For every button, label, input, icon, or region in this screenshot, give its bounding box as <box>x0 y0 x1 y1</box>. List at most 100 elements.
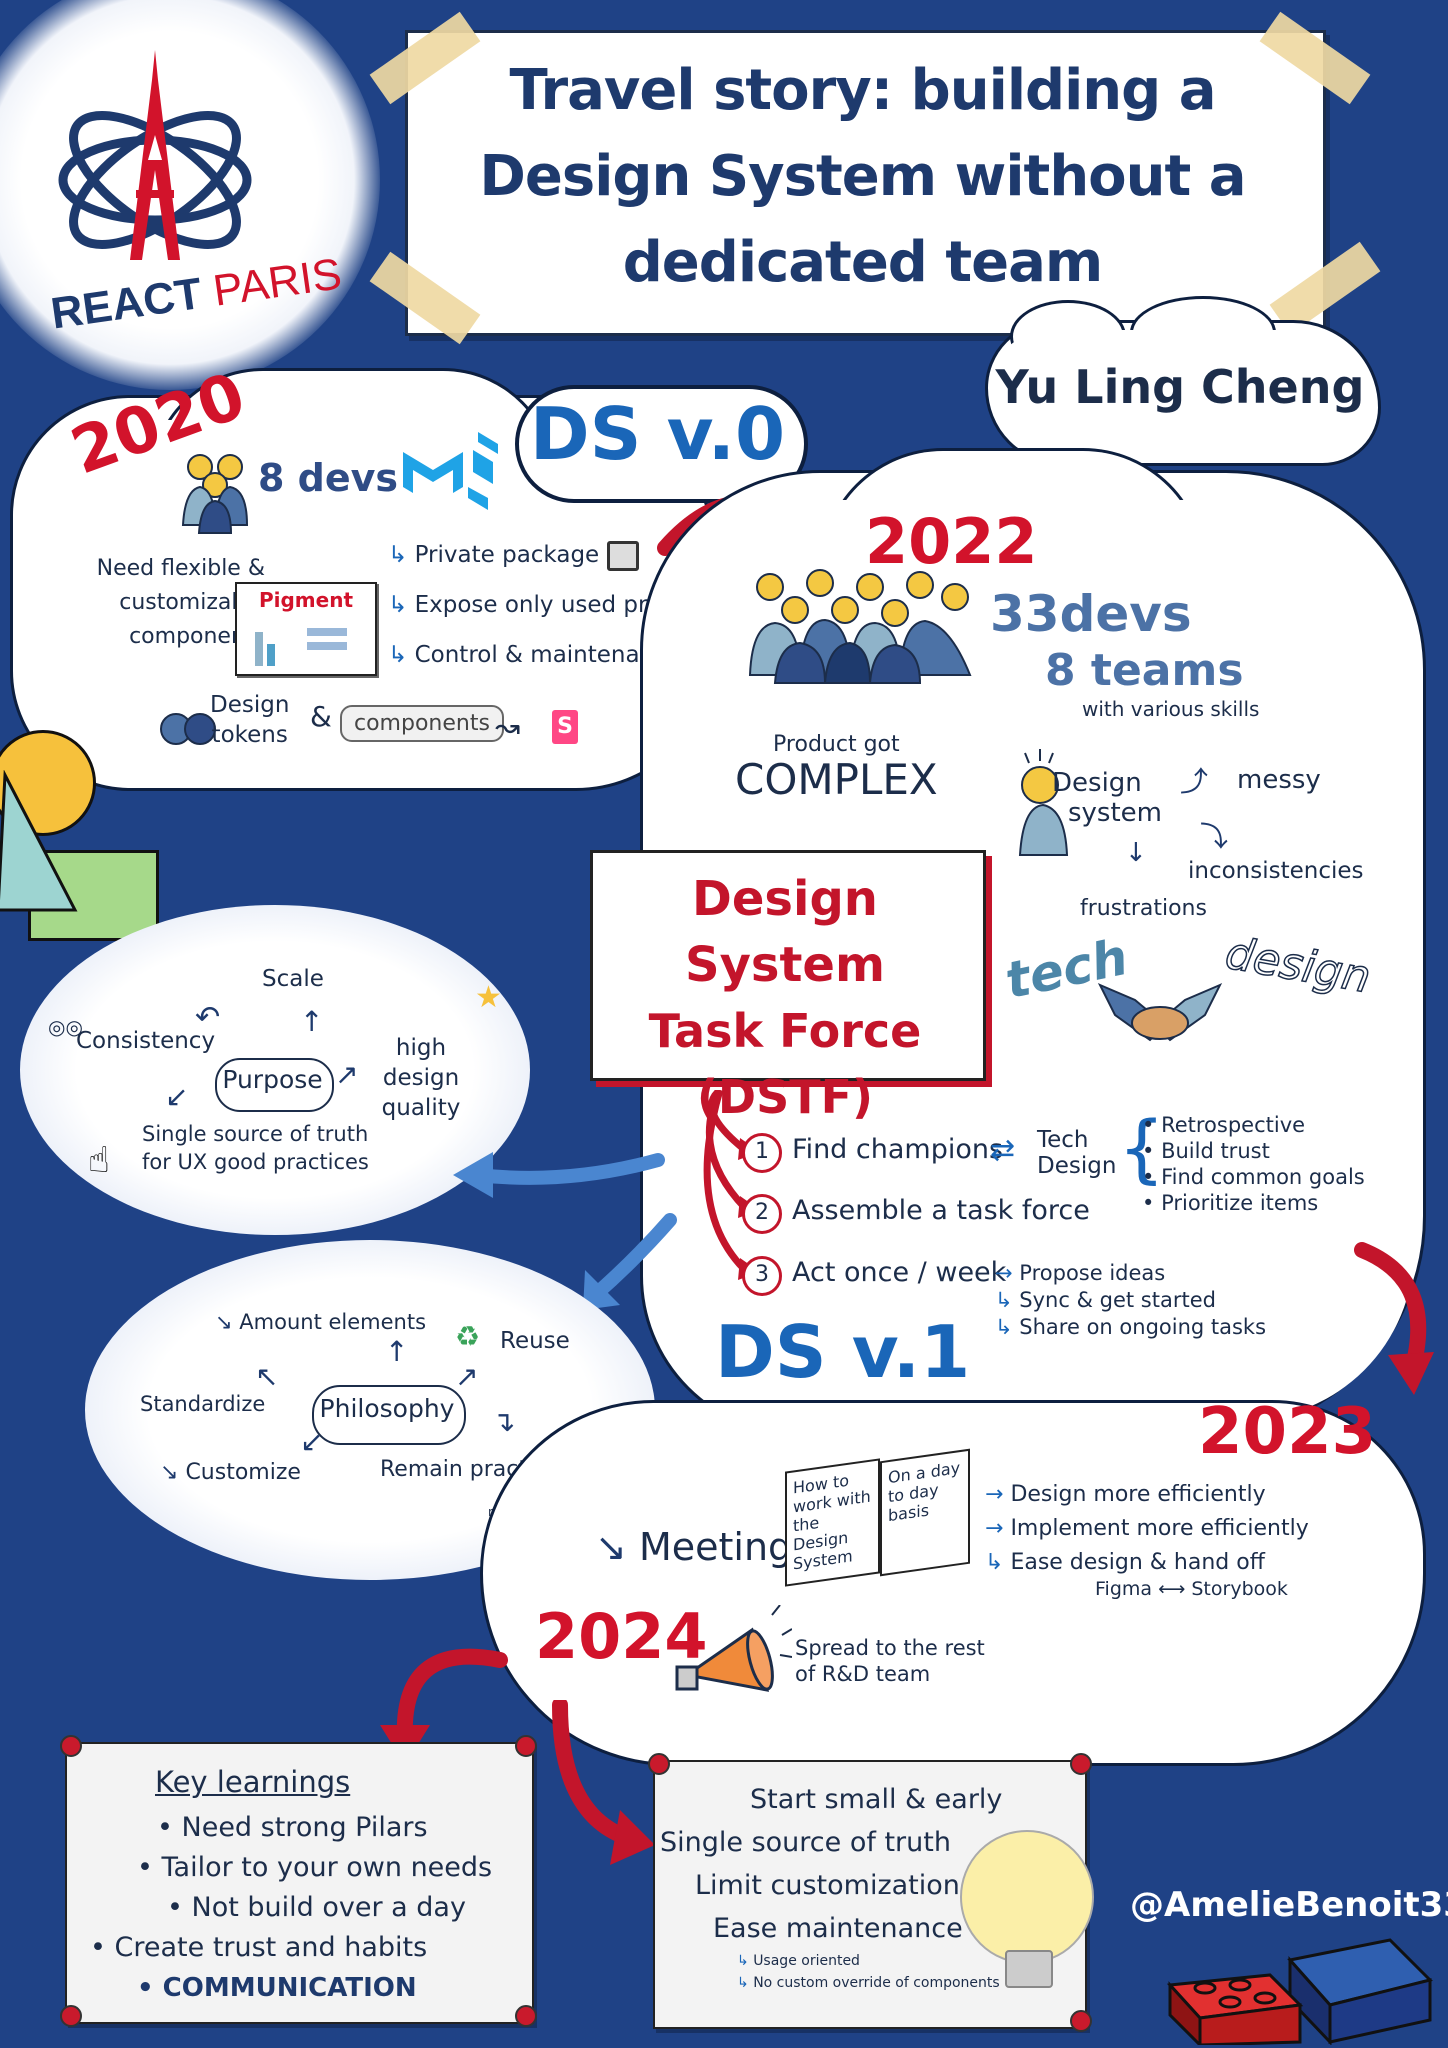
title-card <box>405 30 1326 336</box>
bullet-text: Design more efficiently <box>1010 1482 1266 1507</box>
step-label: Find champions <box>792 1134 1004 1165</box>
arrow-frustrations-icon: ↓ <box>1125 838 1147 868</box>
bullet-control: ↳ Control & maintenance <box>388 642 681 668</box>
recycle-icon: ♻ <box>455 1320 481 1353</box>
standardize-label: Standardize <box>140 1392 266 1416</box>
bullet-text: Share on ongoing tasks <box>1019 1315 1267 1339</box>
author-cloud-inner <box>990 330 1370 450</box>
teams-2022: 8 teams <box>1045 645 1244 696</box>
logo-glow <box>0 0 380 390</box>
philosophy-arrows-icon: ↴ <box>492 1405 516 1438</box>
step-3: 3 Act once / week <box>742 1256 1006 1296</box>
ds-v1-label: DS v.1 <box>715 1310 971 1394</box>
philosophy-arrows-icon: ↑ <box>385 1335 409 1368</box>
pigment-chart <box>255 632 263 666</box>
champion-bullet: • Build trust <box>1142 1139 1270 1163</box>
tip-item: Start small & early <box>750 1784 1003 1815</box>
confused-person-icon <box>1018 749 1069 856</box>
bullet-text: Find common goals <box>1161 1165 1365 1189</box>
pigment-chart-bar <box>267 644 275 666</box>
dstf-line-2: Task Force <box>648 1004 922 1058</box>
truth-line-2: for UX good practices <box>142 1150 369 1174</box>
pigment-label: Pigment <box>258 588 354 612</box>
step-number: 2 <box>742 1194 782 1234</box>
bullet-text: Retrospective <box>1161 1113 1306 1137</box>
purpose-arrows-icon: ↑ <box>300 1005 324 1038</box>
consistency-label: Consistency <box>76 1028 216 1054</box>
learning-text: COMMUNICATION <box>162 1973 417 2003</box>
key-learnings-title: Key learnings <box>155 1765 351 1799</box>
truth-line-1: Single source of truth <box>142 1122 369 1146</box>
components-pill: components <box>340 705 504 742</box>
megaphone-icon <box>675 1605 792 1692</box>
amount-text: Amount elements <box>239 1310 427 1334</box>
bullet-text: Propose ideas <box>1019 1261 1166 1285</box>
bullet-text: Private package <box>414 542 600 568</box>
tip-sub-text: No custom override of components <box>753 1975 1000 1991</box>
learning-item: • Tailor to your own needs <box>137 1852 493 1883</box>
need-line-1: Need flexible & <box>96 556 265 581</box>
author-name: Yu Ling Cheng <box>995 360 1365 414</box>
react-paris-logo-icon <box>58 50 252 260</box>
purpose-label: Purpose <box>222 1065 323 1094</box>
tips-sub: ↳ Usage oriented ↳ No custom override of… <box>737 1950 1000 1994</box>
tokens-circle-icon <box>184 713 216 745</box>
meetings-label: ↘ Meetings <box>595 1525 812 1569</box>
ds-v0-label: DS v.0 <box>529 392 786 476</box>
arrow-to-storybook-icon: ↝ <box>495 710 521 745</box>
champion-brace: { <box>1118 1106 1166 1192</box>
ds-line-1: Design <box>1052 768 1142 798</box>
key-learnings-list: • Need strong Pilars • Tailor to your ow… <box>90 1808 492 2008</box>
quality-label: high design quality <box>381 1035 461 1121</box>
act-bullet: ↳ Sync & get started <box>995 1288 1216 1312</box>
dstf-line-3: (DSTF) <box>696 1070 874 1124</box>
purpose-arrows-icon: ↗ <box>335 1058 359 1091</box>
champion-bullet: • Prioritize items <box>1142 1191 1319 1215</box>
champions-arrow-icon: ⇄ <box>990 1133 1016 1168</box>
pin-icon <box>60 2005 82 2027</box>
meetings-text: Meetings <box>638 1525 812 1569</box>
handshake-icon <box>1097 983 1223 1042</box>
crowd-icon <box>748 569 972 684</box>
book-right-page: On a day to day basis <box>880 1448 970 1577</box>
philosophy-arrows-icon: ↙ <box>300 1425 324 1458</box>
arrow-inconsistencies-icon: ⤵ <box>1200 820 1229 853</box>
teal-triangle-shape <box>0 770 78 912</box>
bullet-text: Implement more efficiently <box>1010 1516 1309 1541</box>
devs-group-icon <box>181 454 249 534</box>
pigment-chart-bar <box>307 628 347 636</box>
pointing-finger-icon: ☝ <box>88 1140 110 1181</box>
learning-text: Create trust and habits <box>114 1932 428 1963</box>
tip-item: Ease maintenance <box>713 1913 963 1944</box>
pin-icon <box>60 1735 82 1757</box>
product-line-2: COMPLEX <box>735 755 938 804</box>
truth-label: Single source of truth for UX good pract… <box>142 1120 369 1176</box>
arrow-to-2023-icon <box>1354 1242 1434 1395</box>
act-bullet: → Propose ideas <box>995 1261 1166 1285</box>
philosophy-label: Philosophy <box>319 1394 455 1423</box>
skills-2022: with various skills <box>1082 697 1260 721</box>
learning-item: • Create trust and habits <box>90 1932 428 1963</box>
ds-line-2: system <box>1068 798 1162 828</box>
figma-storybook: Figma ⟷ Storybook <box>1095 1578 1288 1600</box>
learning-item: • Need strong Pilars <box>157 1812 428 1843</box>
bullet-text: Prioritize items <box>1161 1191 1319 1215</box>
step-number: 3 <box>742 1256 782 1296</box>
year-2024: 2024 <box>535 1600 708 1673</box>
purpose-star-icon: ★ <box>475 980 502 1015</box>
learning-item: • COMMUNICATION <box>137 1973 417 2003</box>
bullets-2023: → Design more efficiently → Implement mo… <box>985 1478 1309 1580</box>
champions-roles: Tech Design <box>1037 1127 1116 1179</box>
pigment-chart-bar <box>307 642 347 650</box>
figma-label: Figma <box>1095 1578 1153 1600</box>
title-line-1: Travel story: building a <box>509 58 1216 123</box>
mui-logo-icon <box>403 432 498 510</box>
arrow-to-philosophy-icon <box>583 1213 677 1310</box>
ds-problem-text: Design system <box>1052 768 1162 828</box>
author-handle: @AmelieBenoit33 <box>1130 1885 1448 1925</box>
philosophy-arrows-icon: ↖ <box>255 1360 279 1393</box>
double-arrow-icon: ⟷ <box>1158 1578 1192 1600</box>
step-1: 1 Find champions <box>742 1133 1003 1173</box>
tip-sub-item: ↳ No custom override of components <box>737 1975 1000 1991</box>
learning-text: Not build over a day <box>191 1892 466 1923</box>
